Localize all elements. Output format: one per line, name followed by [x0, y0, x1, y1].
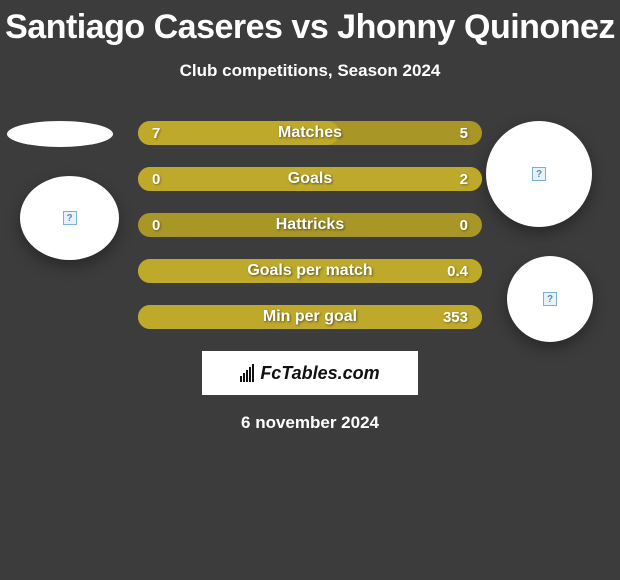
- stat-row: 353Min per goal: [138, 305, 482, 329]
- stat-name: Goals: [138, 170, 482, 188]
- brand-box: FcTables.com: [202, 351, 418, 395]
- stat-name: Hattricks: [138, 216, 482, 234]
- stat-name: Goals per match: [138, 262, 482, 280]
- player-right-avatar-2: ?: [507, 256, 593, 342]
- bar-chart-icon: [240, 364, 254, 382]
- stat-row: 00Hattricks: [138, 213, 482, 237]
- stat-name: Matches: [138, 124, 482, 142]
- page-title: Santiago Caseres vs Jhonny Quinonez: [0, 0, 620, 47]
- player-left-avatar-shadow: [7, 121, 113, 147]
- stat-name: Min per goal: [138, 308, 482, 326]
- stats-area: ? ? ? 75Matches 02Goals 00Hattricks 0.4Goal…: [0, 121, 620, 433]
- player-right-avatar-1: ?: [486, 121, 592, 227]
- stat-row: 0.4Goals per match: [138, 259, 482, 283]
- image-placeholder-icon: ?: [543, 292, 557, 306]
- stat-row: 75Matches: [138, 121, 482, 145]
- page-subtitle: Club competitions, Season 2024: [0, 61, 620, 81]
- brand-label: FcTables.com: [260, 363, 379, 384]
- player-left-avatar: ?: [20, 176, 119, 260]
- date-line: 6 november 2024: [0, 413, 620, 433]
- brand-text: FcTables.com: [240, 363, 379, 384]
- image-placeholder-icon: ?: [63, 211, 77, 225]
- image-placeholder-icon: ?: [532, 167, 546, 181]
- stat-row: 02Goals: [138, 167, 482, 191]
